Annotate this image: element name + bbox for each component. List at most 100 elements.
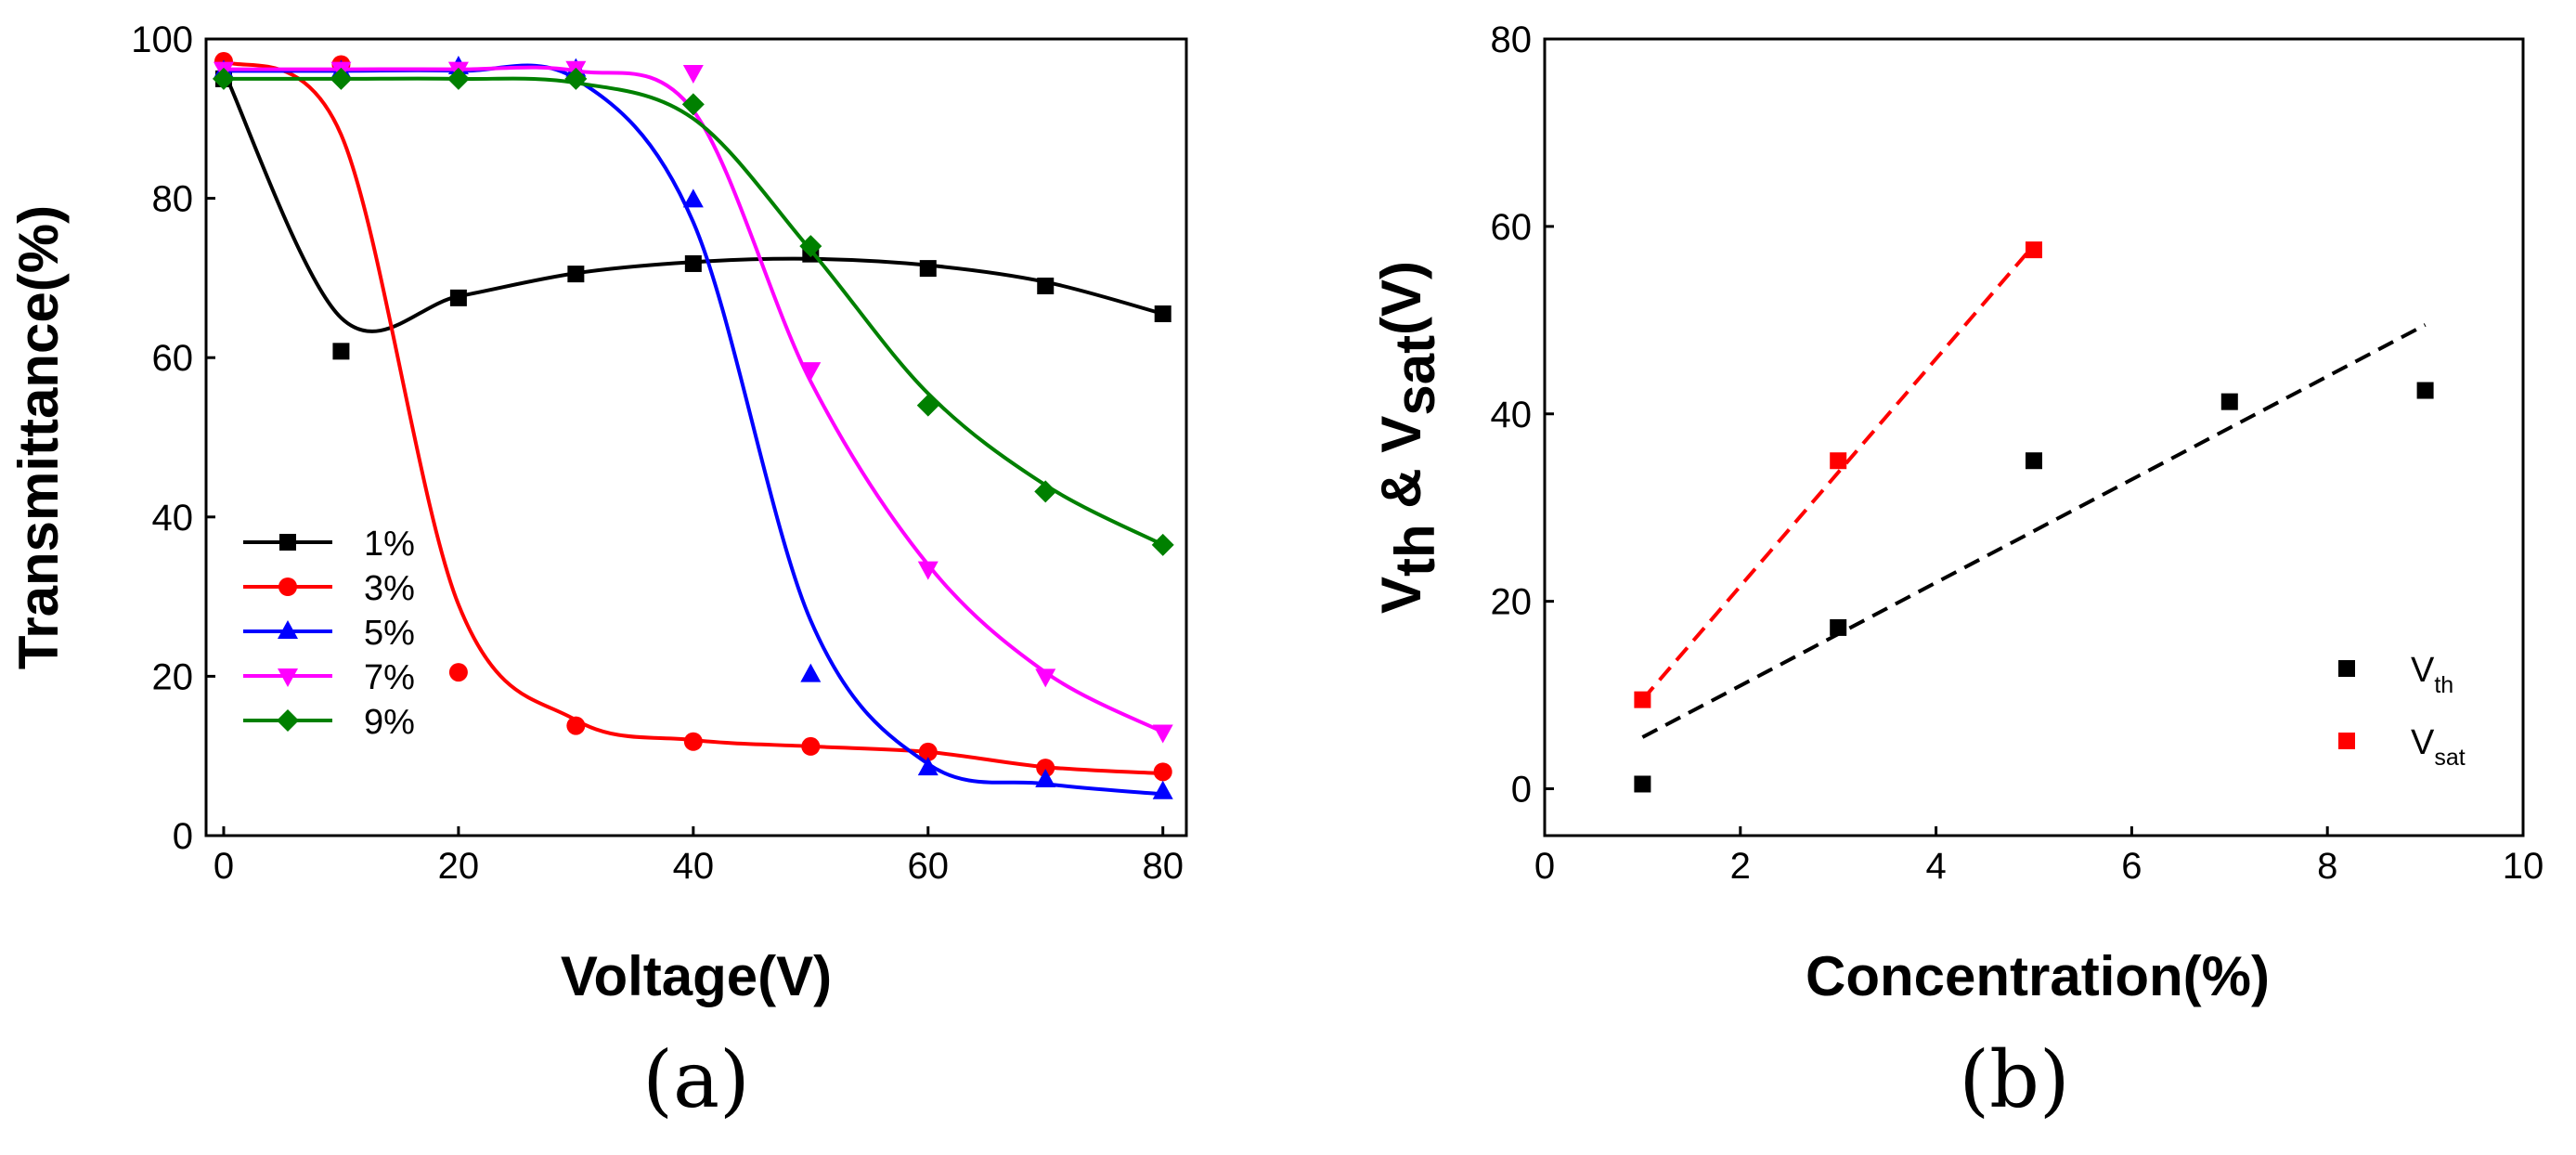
y-tick-label: 80 xyxy=(152,179,194,220)
series-4-point xyxy=(564,67,588,90)
y-tick-label: 0 xyxy=(1511,770,1532,811)
series-0-point xyxy=(2026,452,2042,470)
series-3 xyxy=(213,60,1173,744)
series-1-point xyxy=(2026,241,2042,259)
legend-label: 9% xyxy=(364,703,415,742)
x-tick-label: 6 xyxy=(2121,846,2142,887)
panel-label-a: (a) xyxy=(642,1034,750,1125)
series-3-point xyxy=(917,561,938,580)
y-axis-title-part: (V) xyxy=(1370,261,1432,335)
x-tick-label: 60 xyxy=(908,846,950,887)
series-0-point xyxy=(1037,277,1055,294)
series-0-point xyxy=(567,266,585,283)
series-4-point xyxy=(1034,480,1057,503)
legend: 1% 3% 5% 7% 9% xyxy=(243,525,415,742)
series-0-trendline xyxy=(1641,323,2427,739)
x-tick-label: 8 xyxy=(2317,846,2337,887)
series-1-point xyxy=(566,716,586,735)
y-tick-label: 40 xyxy=(152,498,194,539)
series-1-fit-line xyxy=(222,58,1163,776)
y-axis-title: Vth & Vsat(V) xyxy=(1370,261,1446,614)
series-0-point xyxy=(2416,382,2434,399)
series-1-trendline xyxy=(1640,243,2036,701)
series-4-point xyxy=(330,67,353,90)
x-tick-label: 2 xyxy=(1730,846,1751,887)
series-4-fit-line xyxy=(223,76,1164,547)
series-3-point xyxy=(800,362,822,382)
x-tick-label: 80 xyxy=(1142,846,1184,887)
legend-marker xyxy=(2338,733,2355,749)
series-2-point xyxy=(1152,780,1173,799)
series-0-point xyxy=(332,343,350,360)
x-tick-label: 40 xyxy=(673,846,715,887)
series-4 xyxy=(212,67,1174,556)
y-axis-title-part: & V xyxy=(1370,416,1432,525)
x-tick-label: 20 xyxy=(438,846,480,887)
series-4-point xyxy=(916,394,939,417)
legend-label: 3% xyxy=(364,569,415,608)
series-1 xyxy=(1634,241,2042,708)
y-tick-label: 0 xyxy=(173,816,193,857)
series-2-point xyxy=(682,188,704,208)
x-tick-label: 0 xyxy=(1534,846,1555,887)
series-0-point xyxy=(449,289,467,306)
y-tick-label: 20 xyxy=(1491,582,1533,623)
series-0-point xyxy=(2220,393,2238,410)
y-tick-label: 60 xyxy=(1491,207,1533,248)
series-4-point xyxy=(681,93,705,116)
legend-label-subscript: th xyxy=(2434,672,2453,698)
y-tick-label: 100 xyxy=(131,19,193,60)
series-0-point xyxy=(1154,305,1171,323)
series-1-point xyxy=(801,736,821,756)
legend-label: 1% xyxy=(364,525,415,564)
y-axis-title: Transmittance(%) xyxy=(7,205,70,669)
series-3-point xyxy=(1035,668,1056,688)
series-2 xyxy=(213,56,1173,799)
plot-frame xyxy=(204,37,1188,837)
series-4-point xyxy=(1151,533,1174,556)
legend-marker xyxy=(277,709,299,732)
series-0-point xyxy=(1830,618,1847,636)
legend-label: Vth xyxy=(2411,651,2453,698)
legend-label: 7% xyxy=(364,658,415,697)
y-axis-title-part: V xyxy=(1370,577,1432,614)
legend-label: Vsat xyxy=(2411,723,2466,771)
legend-marker xyxy=(2338,660,2355,677)
panel-label-b: (b) xyxy=(1959,1034,2069,1125)
series-1 xyxy=(214,52,1172,782)
x-tick-label: 10 xyxy=(2503,846,2544,887)
legend-label-main: V xyxy=(2411,651,2435,690)
series-1-point xyxy=(683,732,703,751)
x-axis-title: Voltage(V) xyxy=(561,945,832,1007)
series-3-point xyxy=(1152,724,1173,744)
series-3-point xyxy=(682,65,704,84)
y-tick-label: 40 xyxy=(1491,395,1533,435)
series-0-point xyxy=(1634,775,1651,793)
legend-label-main: V xyxy=(2411,723,2435,762)
series-4-point xyxy=(447,67,470,90)
series-1-point xyxy=(1036,759,1055,778)
y-tick-label: 60 xyxy=(152,338,194,379)
series-4-point xyxy=(799,235,822,258)
series-0-point xyxy=(919,260,937,278)
legend-marker xyxy=(278,620,298,639)
y-tick-label: 20 xyxy=(152,656,194,697)
series-0 xyxy=(1634,323,2434,793)
plot-frame xyxy=(1543,37,2525,837)
x-tick-label: 4 xyxy=(1925,846,1946,887)
y-tick-label: 80 xyxy=(1491,19,1533,60)
series-1-point xyxy=(1153,762,1172,782)
series-2-point xyxy=(800,663,822,682)
series-1-point xyxy=(1830,452,1847,470)
x-axis-title: Concentration(%) xyxy=(1806,945,2270,1007)
series-2-point xyxy=(1035,768,1056,787)
series-2-point xyxy=(917,757,938,776)
series-4-point xyxy=(212,67,235,90)
legend-label-subscript: sat xyxy=(2434,745,2465,771)
legend-marker xyxy=(278,668,298,687)
legend-marker xyxy=(278,578,297,596)
series-1-point xyxy=(448,663,468,682)
